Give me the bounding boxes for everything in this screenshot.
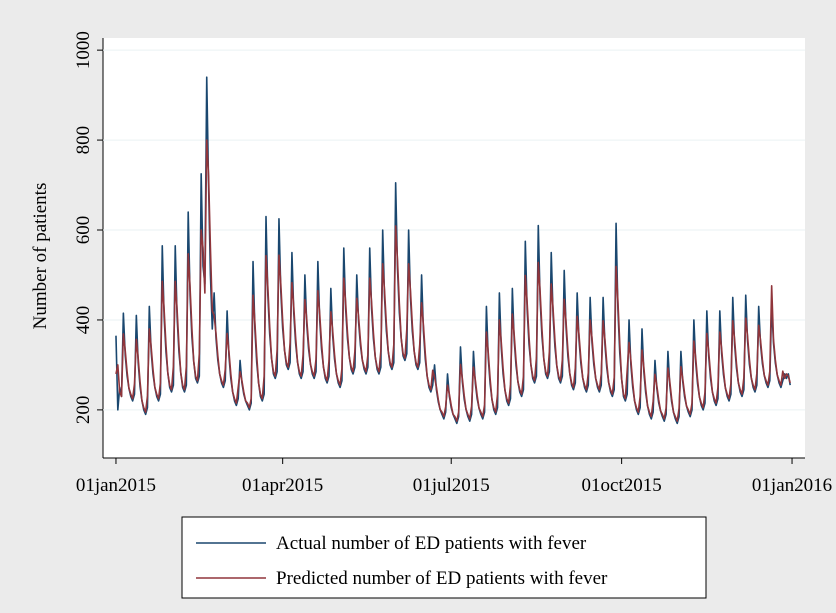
y-tick-label: 400 <box>73 306 94 335</box>
x-tick-label: 01apr2015 <box>242 475 323 496</box>
legend-label: Actual number of ED patients with fever <box>276 533 587 554</box>
plot-area <box>103 38 805 458</box>
y-tick-label: 800 <box>73 126 94 155</box>
x-tick-label: 01jul2015 <box>413 475 490 496</box>
x-tick-label: 01jan2015 <box>76 475 156 496</box>
legend <box>181 516 707 599</box>
x-tick-label: 01jan2016 <box>752 475 832 496</box>
y-tick-label: 1000 <box>73 31 94 69</box>
series-line <box>115 139 791 422</box>
legend-label: Predicted number of ED patients with fev… <box>276 568 608 589</box>
x-tick-label: 01oct2015 <box>582 475 662 496</box>
y-axis-title: Number of patients <box>30 183 51 330</box>
y-tick-label: 200 <box>73 396 94 425</box>
y-tick-label: 600 <box>73 216 94 245</box>
